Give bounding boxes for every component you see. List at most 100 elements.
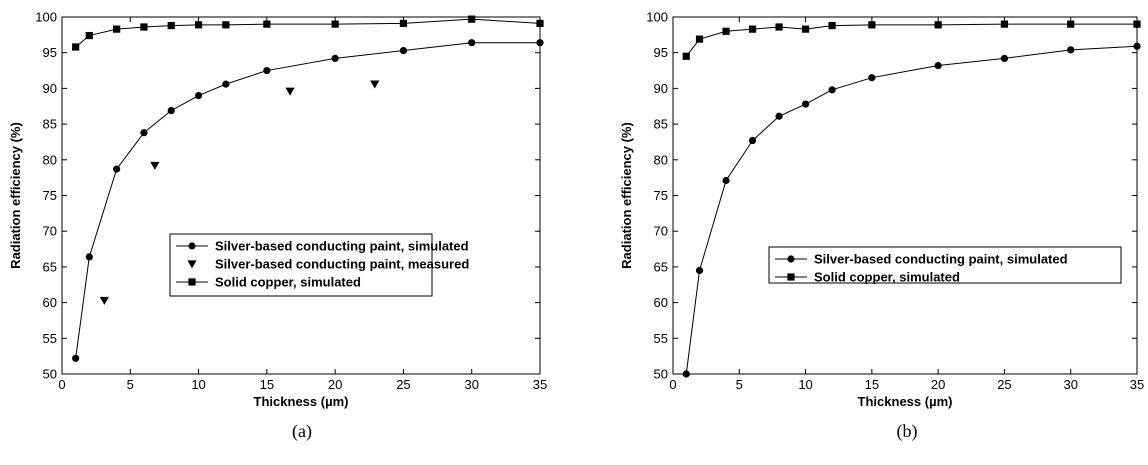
data-point-circle bbox=[222, 80, 230, 88]
x-tick-label: 30 bbox=[464, 377, 478, 392]
legend-label: Silver-based conducting paint, measured bbox=[215, 257, 469, 272]
data-point-circle bbox=[748, 136, 757, 145]
series-square bbox=[72, 15, 544, 51]
x-axis-label: Thickness (µm) bbox=[254, 394, 349, 409]
y-tick-label: 80 bbox=[43, 152, 57, 167]
legend-marker-square bbox=[787, 273, 795, 281]
y-tick-label: 50 bbox=[654, 367, 668, 382]
y-tick-label: 75 bbox=[654, 188, 668, 203]
data-point-circle bbox=[1000, 54, 1009, 63]
series-triangle-down bbox=[99, 80, 380, 305]
data-point-square bbox=[868, 21, 876, 29]
legend: Silver-based conducting paint, simulated… bbox=[768, 246, 1122, 285]
data-point-circle bbox=[934, 61, 942, 70]
data-point-circle bbox=[868, 74, 876, 82]
data-point-circle bbox=[140, 129, 148, 137]
data-point-square bbox=[167, 21, 175, 30]
panel-caption: (a) bbox=[292, 421, 312, 442]
data-point-square bbox=[682, 52, 690, 60]
series-line bbox=[75, 18, 541, 48]
data-point-circle bbox=[722, 176, 730, 185]
data-point-square bbox=[801, 25, 810, 33]
legend-box bbox=[768, 246, 1122, 284]
data-point-square bbox=[399, 19, 408, 28]
y-tick-label: 65 bbox=[43, 259, 57, 274]
data-point-triangle-down bbox=[150, 161, 160, 170]
data-point-circle bbox=[331, 54, 339, 63]
x-tick-label: 20 bbox=[931, 377, 945, 392]
y-tick-label: 85 bbox=[43, 117, 57, 132]
data-point-triangle-down bbox=[370, 80, 380, 89]
y-tick-label: 95 bbox=[43, 45, 57, 60]
plot-area-frame bbox=[61, 16, 541, 375]
data-point-square bbox=[140, 23, 148, 31]
y-tick-label: 65 bbox=[654, 259, 668, 274]
legend-marker-circle bbox=[787, 255, 795, 263]
data-point-circle bbox=[194, 91, 203, 100]
y-tick-label: 70 bbox=[43, 224, 57, 239]
data-point-square bbox=[222, 21, 230, 29]
data-point-circle bbox=[828, 86, 836, 94]
data-point-circle bbox=[85, 253, 93, 261]
y-tick-label: 100 bbox=[35, 10, 57, 25]
y-tick-label: 60 bbox=[654, 295, 668, 310]
y-tick-label: 55 bbox=[654, 331, 668, 346]
y-tick-label: 55 bbox=[43, 331, 57, 346]
x-tick-label: 5 bbox=[736, 377, 743, 392]
legend-marker-triangle-down bbox=[187, 260, 197, 269]
y-tick-label: 100 bbox=[646, 10, 668, 25]
data-point-square bbox=[1000, 20, 1009, 28]
data-point-circle bbox=[695, 266, 704, 275]
legend-label: Solid copper, simulated bbox=[215, 275, 361, 290]
data-point-square bbox=[695, 35, 704, 43]
x-tick-label: 35 bbox=[1130, 377, 1144, 392]
legend-marker-circle bbox=[188, 242, 196, 250]
y-tick-label: 80 bbox=[654, 152, 668, 167]
legend-entry: Silver-based conducting paint, measured bbox=[187, 257, 469, 272]
data-point-circle bbox=[113, 165, 121, 173]
y-axis-label: Radiation efficiency (%) bbox=[619, 122, 634, 269]
series-line bbox=[685, 45, 1138, 375]
legend-label: Silver-based conducting paint, simulated bbox=[215, 239, 469, 254]
data-point-circle bbox=[263, 66, 271, 75]
y-tick-label: 70 bbox=[654, 224, 668, 239]
data-point-square bbox=[722, 27, 730, 35]
data-point-square bbox=[775, 23, 783, 31]
x-tick-label: 15 bbox=[865, 377, 879, 392]
data-point-square bbox=[331, 20, 339, 28]
y-tick-label: 75 bbox=[43, 188, 57, 203]
data-point-circle bbox=[682, 370, 690, 378]
x-tick-label: 10 bbox=[191, 377, 205, 392]
data-point-circle bbox=[801, 100, 810, 108]
data-point-circle bbox=[775, 112, 783, 120]
data-point-square bbox=[85, 31, 93, 40]
data-point-circle bbox=[72, 354, 80, 362]
y-tick-label: 60 bbox=[43, 295, 57, 310]
data-point-square bbox=[1133, 20, 1141, 28]
legend-label: Silver-based conducting paint, simulated bbox=[814, 252, 1068, 267]
legend-box bbox=[169, 233, 433, 297]
x-tick-label: 20 bbox=[328, 377, 342, 392]
data-point-square bbox=[748, 25, 757, 33]
legend-entry: Silver-based conducting paint, simulated bbox=[176, 239, 469, 254]
series-line bbox=[75, 42, 540, 359]
data-point-circle bbox=[167, 106, 175, 115]
data-point-square bbox=[263, 20, 271, 28]
chart-panel-1: 0 5 10 15 20 25 30 35 50 55 60 65 70 75 80 85 90 95 100 Thi… bbox=[8, 10, 547, 443]
data-point-triangle-down bbox=[285, 87, 295, 96]
data-point-square bbox=[113, 25, 121, 33]
x-tick-label: 15 bbox=[260, 377, 274, 392]
data-point-circle bbox=[399, 46, 408, 55]
legend-label: Solid copper, simulated bbox=[814, 270, 960, 285]
data-point-square bbox=[194, 21, 203, 29]
x-axis-label: Thickness (µm) bbox=[858, 394, 953, 409]
data-point-circle bbox=[1133, 42, 1141, 50]
x-tick-label: 10 bbox=[798, 377, 812, 392]
series-square bbox=[682, 20, 1141, 60]
data-point-circle bbox=[1067, 46, 1075, 54]
series-circle bbox=[72, 39, 544, 362]
series-line bbox=[685, 23, 1137, 57]
x-tick-label: 35 bbox=[533, 377, 547, 392]
y-axis-label: Radiation efficiency (%) bbox=[8, 122, 23, 269]
y-tick-label: 85 bbox=[654, 117, 668, 132]
